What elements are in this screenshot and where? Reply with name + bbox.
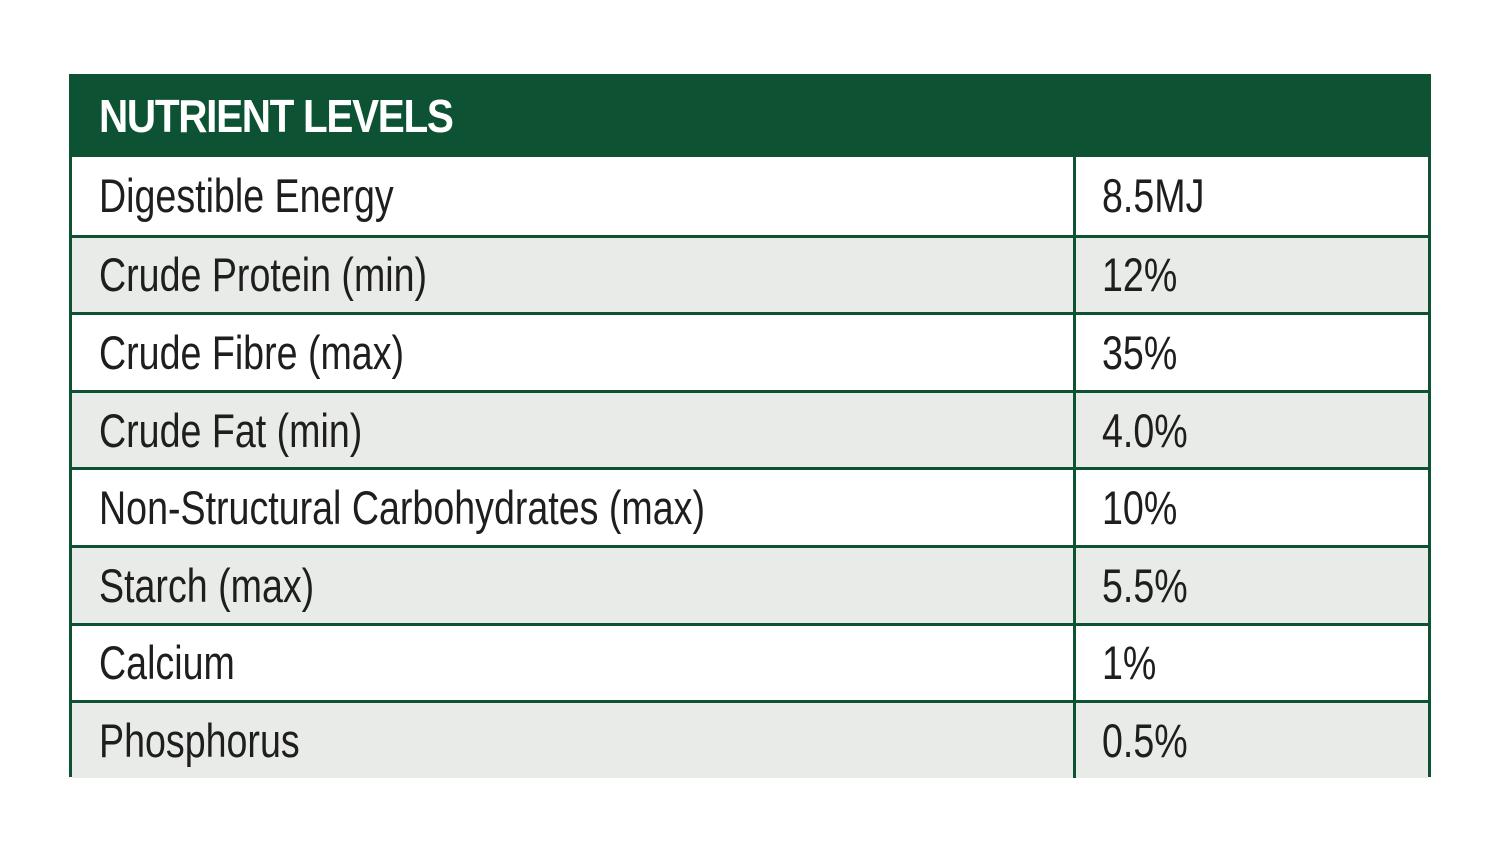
nutrient-value-cell: 12% [1076, 238, 1428, 313]
nutrient-value-cell: 8.5MJ [1076, 157, 1428, 235]
nutrient-name-cell: Non-Structural Carbohydrates (max) [72, 470, 1076, 545]
table-row: Non-Structural Carbohydrates (max) 10% [72, 467, 1428, 545]
nutrient-name: Phosphorus [99, 713, 300, 767]
table-header: NUTRIENT LEVELS [72, 77, 1428, 157]
nutrient-name-cell: Crude Fibre (max) [72, 315, 1076, 390]
nutrient-value: 8.5MJ [1102, 169, 1205, 223]
table-row: Digestible Energy 8.5MJ [72, 157, 1428, 235]
nutrient-table: NUTRIENT LEVELS Digestible Energy 8.5MJ … [69, 74, 1431, 778]
nutrient-value: 35% [1102, 325, 1178, 379]
table-row: Crude Fat (min) 4.0% [72, 389, 1428, 468]
nutrient-name-cell: Starch (max) [72, 547, 1076, 623]
table-row: Starch (max) 5.5% [72, 544, 1428, 623]
table-row: Phosphorus 0.5% [72, 700, 1428, 778]
nutrient-value: 0.5% [1102, 713, 1188, 767]
table-row: Crude Protein (min) 12% [72, 234, 1428, 313]
nutrient-value-cell: 4.0% [1076, 393, 1428, 468]
nutrient-value-cell: 35% [1076, 315, 1428, 390]
table-title: NUTRIENT LEVELS [99, 89, 454, 142]
nutrient-name-cell: Crude Fat (min) [72, 392, 1076, 468]
nutrient-name-cell: Phosphorus [72, 703, 1076, 778]
nutrient-value-cell: 1% [1076, 626, 1428, 701]
nutrient-name-cell: Crude Protein (min) [72, 237, 1076, 313]
nutrient-value: 1% [1102, 636, 1157, 690]
nutrient-value-cell: 10% [1076, 470, 1428, 545]
table-row: Calcium 1% [72, 622, 1428, 701]
nutrient-name-cell: Digestible Energy [72, 157, 1076, 235]
nutrient-value: 5.5% [1102, 558, 1188, 612]
nutrient-name: Crude Fat (min) [99, 403, 363, 457]
nutrient-name: Non-Structural Carbohydrates (max) [99, 481, 705, 535]
nutrient-value: 10% [1102, 481, 1178, 535]
nutrient-name: Starch (max) [99, 558, 315, 612]
nutrient-value-cell: 0.5% [1076, 703, 1428, 778]
nutrient-value-cell: 5.5% [1076, 548, 1428, 623]
nutrient-value: 12% [1102, 248, 1178, 302]
nutrient-name: Crude Fibre (max) [99, 325, 405, 379]
nutrient-name: Calcium [99, 636, 235, 690]
nutrient-name-cell: Calcium [72, 625, 1076, 701]
table-row: Crude Fibre (max) 35% [72, 312, 1428, 390]
nutrient-name: Crude Protein (min) [99, 248, 428, 302]
nutrient-name: Digestible Energy [99, 169, 394, 223]
nutrient-value: 4.0% [1102, 403, 1188, 457]
